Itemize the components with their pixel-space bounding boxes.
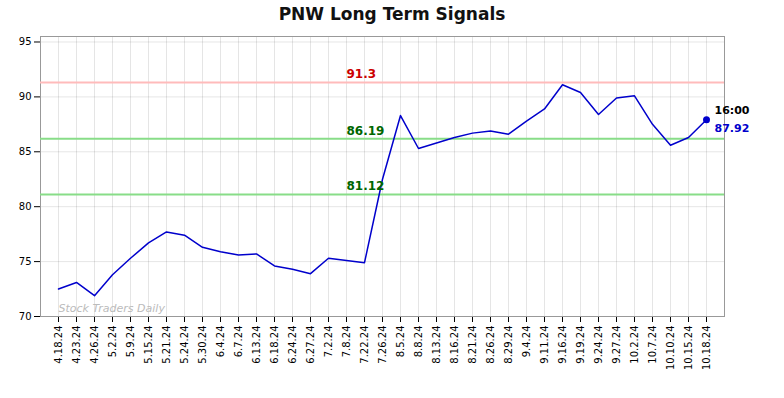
svg-text:10.15.24: 10.15.24	[683, 326, 694, 371]
svg-text:16:00: 16:00	[715, 104, 750, 117]
svg-text:80: 80	[19, 201, 32, 212]
svg-text:8.13.24: 8.13.24	[431, 326, 442, 364]
svg-text:6.18.24: 6.18.24	[269, 326, 280, 364]
svg-text:9.24.24: 9.24.24	[593, 326, 604, 364]
svg-text:9.4.24: 9.4.24	[521, 326, 532, 358]
svg-text:7.8.24: 7.8.24	[341, 326, 352, 358]
svg-text:8.21.24: 8.21.24	[467, 326, 478, 364]
svg-text:5.15.24: 5.15.24	[143, 326, 154, 364]
svg-text:Stock Traders Daily: Stock Traders Daily	[59, 302, 166, 315]
svg-text:8.8.24: 8.8.24	[413, 326, 424, 358]
svg-text:10.10.24: 10.10.24	[665, 326, 676, 371]
svg-text:4.26.24: 4.26.24	[89, 326, 100, 364]
svg-text:8.16.24: 8.16.24	[449, 326, 460, 364]
svg-text:6.24.24: 6.24.24	[287, 326, 298, 364]
svg-text:86.19: 86.19	[347, 124, 385, 138]
svg-text:87.92: 87.92	[715, 122, 750, 135]
svg-text:5.2.24: 5.2.24	[107, 326, 118, 358]
svg-text:6.13.24: 6.13.24	[251, 326, 262, 364]
svg-text:70: 70	[19, 311, 32, 322]
svg-text:5.30.24: 5.30.24	[197, 326, 208, 364]
svg-text:95: 95	[19, 36, 32, 47]
svg-text:8.26.24: 8.26.24	[485, 326, 496, 364]
svg-text:9.19.24: 9.19.24	[575, 326, 586, 364]
svg-text:90: 90	[19, 91, 32, 102]
svg-text:9.11.24: 9.11.24	[539, 326, 550, 364]
svg-text:5.9.24: 5.9.24	[125, 326, 136, 358]
svg-text:8.29.24: 8.29.24	[503, 326, 514, 364]
svg-text:91.3: 91.3	[347, 67, 377, 81]
svg-text:7.2.24: 7.2.24	[323, 326, 334, 358]
svg-text:5.21.24: 5.21.24	[161, 326, 172, 364]
svg-text:9.27.24: 9.27.24	[611, 326, 622, 364]
svg-text:8.5.24: 8.5.24	[395, 326, 406, 358]
svg-text:75: 75	[19, 256, 32, 267]
svg-text:85: 85	[19, 146, 32, 157]
svg-text:10.18.24: 10.18.24	[701, 326, 712, 371]
svg-text:10.2.24: 10.2.24	[629, 326, 640, 364]
svg-text:10.7.24: 10.7.24	[647, 326, 658, 364]
svg-text:4.23.24: 4.23.24	[71, 326, 82, 364]
svg-text:6.4.24: 6.4.24	[215, 326, 226, 358]
svg-text:6.7.24: 6.7.24	[233, 326, 244, 358]
svg-text:81.12: 81.12	[347, 179, 385, 193]
svg-text:9.16.24: 9.16.24	[557, 326, 568, 364]
svg-text:7.22.24: 7.22.24	[359, 326, 370, 364]
svg-text:4.18.24: 4.18.24	[53, 326, 64, 364]
svg-text:6.27.24: 6.27.24	[305, 326, 316, 364]
html-text:PNW Long Term Signals: PNW Long Term Signals	[278, 4, 506, 24]
svg-text:5.24.24: 5.24.24	[179, 326, 190, 364]
svg-text:7.26.24: 7.26.24	[377, 326, 388, 364]
